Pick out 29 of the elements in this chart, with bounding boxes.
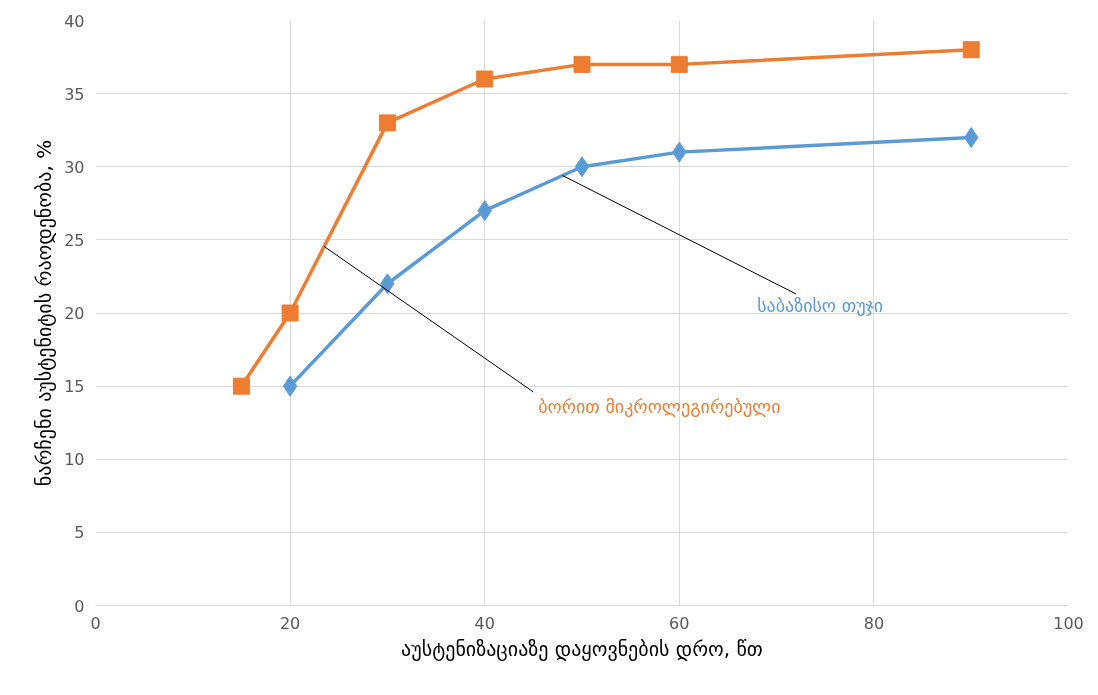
y-tick-label: 40 — [64, 11, 85, 31]
text: ბორით მიკროლეგირებული — [538, 396, 781, 418]
point — [281, 304, 299, 322]
point — [962, 41, 980, 59]
y-tick-label: 5 — [74, 523, 85, 543]
x-tick-label: 80 — [863, 613, 885, 633]
text: საბაზისო თუჯი — [757, 295, 884, 317]
y-tick-label: 25 — [64, 230, 85, 250]
y-tick-label: 35 — [64, 84, 85, 104]
point — [476, 70, 494, 88]
x-tick-label: 0 — [90, 613, 101, 633]
point — [232, 377, 250, 395]
x-tick-label: 100 — [1053, 613, 1084, 633]
y-tick-label: 30 — [64, 157, 85, 177]
y-tick-label: 10 — [64, 450, 85, 470]
point — [378, 114, 396, 132]
point — [282, 375, 298, 397]
x-tick-label: 20 — [279, 613, 301, 633]
y-tick-label: 20 — [64, 304, 85, 323]
point — [964, 127, 979, 148]
x-tick-label: 60 — [669, 613, 690, 633]
x-axis-title: აუსტენიზაციაზე დაყოვნების დრო, წთ — [401, 636, 763, 661]
point — [574, 156, 590, 178]
y-tick-label: 15 — [64, 377, 85, 397]
y-axis-title: ნარჩენი აუსტენიტის რაოდენობა, % — [32, 139, 57, 487]
point — [670, 55, 688, 73]
y-tick-label: 0 — [74, 596, 85, 616]
x-tick-label: 40 — [474, 613, 495, 633]
point — [573, 55, 591, 73]
